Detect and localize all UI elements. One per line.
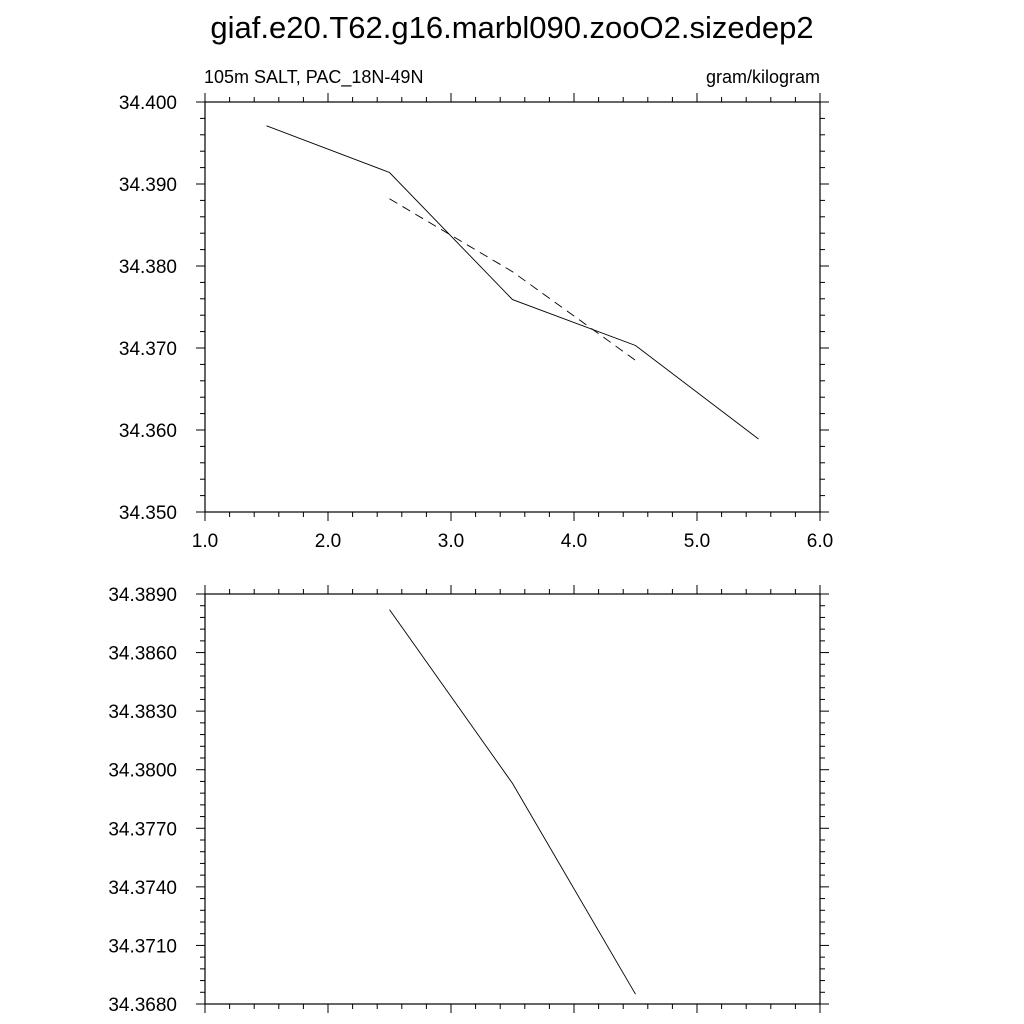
- y-tick-label: 34.3740: [108, 878, 177, 899]
- y-tick-label: 34.3860: [108, 644, 177, 665]
- y-tick-label: 34.3680: [108, 995, 177, 1016]
- top-panel-subtitle-right: gram/kilogram: [706, 67, 820, 87]
- x-tick-label: 1.0: [192, 531, 218, 552]
- y-tick-label: 34.3830: [108, 702, 177, 723]
- bottom-plot-frame: [204, 593, 821, 1005]
- top-panel-subtitle-left: 105m SALT, PAC_18N-49N: [204, 67, 423, 88]
- y-tick-label: 34.390: [119, 175, 177, 196]
- y-tick-label: 34.3770: [108, 819, 177, 840]
- series-line-1: [389, 609, 636, 995]
- y-tick-label: 34.360: [119, 421, 177, 442]
- x-tick-label: 3.0: [438, 531, 464, 552]
- top-plot-frame: [204, 101, 821, 513]
- series-line-1: [266, 125, 759, 440]
- series-line-2: [389, 198, 636, 361]
- top-panel: 105m SALT, PAC_18N-49N gram/kilogram 1.0…: [119, 67, 833, 552]
- x-tick-label: 6.0: [807, 531, 833, 552]
- x-tick-label: 2.0: [315, 531, 341, 552]
- y-tick-label: 34.3890: [108, 585, 177, 606]
- y-tick-label: 34.370: [119, 339, 177, 360]
- y-tick-label: 34.350: [119, 503, 177, 524]
- x-tick-label: 5.0: [684, 531, 710, 552]
- x-tick-label: 4.0: [561, 531, 587, 552]
- y-tick-label: 34.400: [119, 93, 177, 114]
- y-tick-label: 34.3710: [108, 936, 177, 957]
- y-tick-label: 34.3800: [108, 761, 177, 782]
- y-tick-label: 34.380: [119, 257, 177, 278]
- bottom-panel: 34.3680 34.3710 34.3740 34.3770 34.3800 34.38…: [108, 585, 829, 1016]
- chart-title: giaf.e20.T62.g16.marbl090.zooO2.sizedep2: [210, 10, 813, 45]
